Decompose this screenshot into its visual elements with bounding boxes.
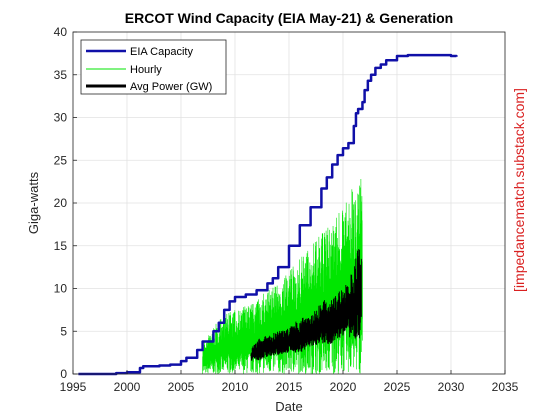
avg-power-series bbox=[250, 249, 362, 361]
y-tick-label: 0 bbox=[60, 367, 67, 381]
watermark-text: [impedancematch.substack.com] bbox=[511, 88, 527, 292]
y-tick-label: 35 bbox=[54, 68, 68, 82]
x-tick-label: 2025 bbox=[384, 380, 411, 394]
legend-label-hourly: Hourly bbox=[130, 64, 162, 76]
x-tick-label: 2020 bbox=[330, 380, 357, 394]
chart-title: ERCOT Wind Capacity (EIA May-21) & Gener… bbox=[125, 10, 453, 26]
y-tick-label: 5 bbox=[60, 324, 67, 338]
x-tick-label: 2030 bbox=[438, 380, 465, 394]
x-tick-label: 2005 bbox=[168, 380, 195, 394]
capacity-line bbox=[78, 53, 458, 376]
x-tick-label: 2010 bbox=[222, 380, 249, 394]
y-tick-label: 25 bbox=[54, 153, 68, 167]
legend-label-capacity: EIA Capacity bbox=[130, 46, 193, 58]
y-tick-label: 40 bbox=[54, 25, 68, 39]
x-axis-label: Date bbox=[275, 399, 302, 414]
x-tick-label: 2015 bbox=[276, 380, 303, 394]
legend-label-avg: Avg Power (GW) bbox=[130, 81, 212, 93]
x-tick-label: 1995 bbox=[60, 380, 87, 394]
y-tick-label: 10 bbox=[54, 282, 68, 296]
x-tick-label: 2000 bbox=[114, 380, 141, 394]
legend: EIA Capacity Hourly Avg Power (GW) bbox=[80, 39, 227, 95]
y-tick-label: 15 bbox=[54, 239, 68, 253]
avg-power-line bbox=[250, 249, 362, 361]
y-axis-label: Giga-watts bbox=[26, 171, 41, 234]
x-tick-label: 2035 bbox=[492, 380, 519, 394]
y-tick-label: 20 bbox=[54, 196, 68, 210]
ticks: 1995 2000 2005 2010 2015 2020 2025 2030 20350510… bbox=[54, 25, 519, 394]
y-tick-label: 30 bbox=[54, 111, 68, 125]
capacity-series bbox=[78, 53, 458, 376]
